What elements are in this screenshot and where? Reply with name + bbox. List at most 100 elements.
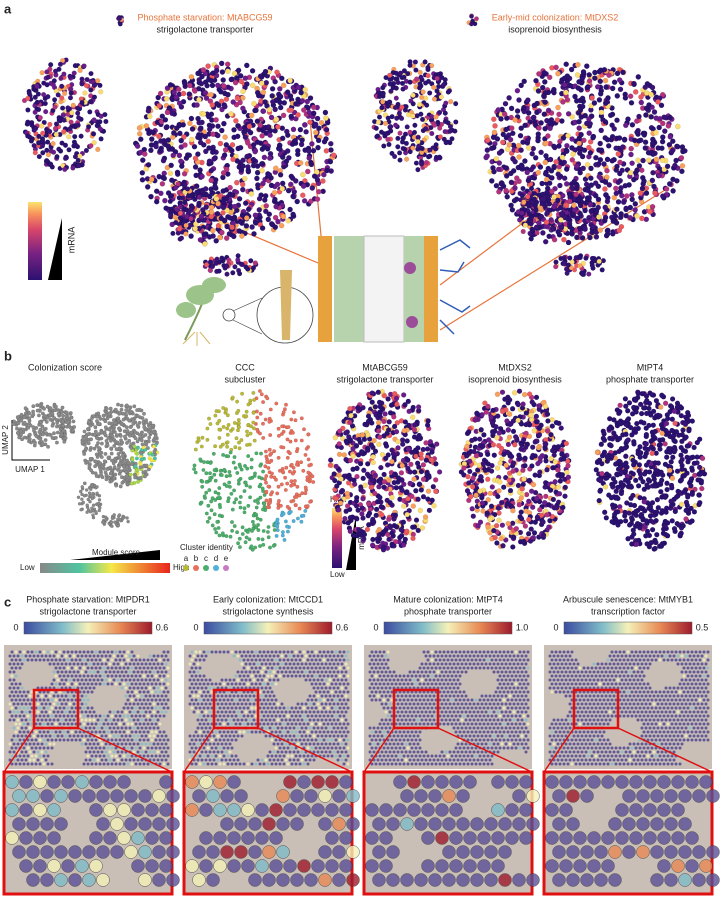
cell-dot [268,448,272,452]
cell-dot [581,166,586,171]
cell-dot [270,222,275,227]
cell-dot [226,413,230,417]
cell-dot [427,508,432,513]
cell-dot [311,111,316,116]
cell-dot [416,405,421,410]
cell-dot [62,91,67,96]
cell-dot [254,513,258,517]
cell-dot [249,432,253,436]
cell-dot [239,506,243,510]
cell-dot [275,402,279,406]
cell-dot [184,156,189,161]
cell-dot [340,488,345,493]
cell-dot [59,76,64,81]
cell-dot [245,410,249,414]
cell-dot [603,215,608,220]
cell-dot [248,496,252,500]
cell-dot [328,141,333,146]
cell-dot [226,455,230,459]
cell-dot [84,435,88,439]
cell-dot [251,101,256,106]
cell-dot [207,159,212,164]
cell-dot [283,476,287,480]
cell-dot [17,422,21,426]
cell-dot [237,479,241,483]
cell-dot [433,461,438,466]
cell-dot [564,143,569,148]
cell-dot [643,140,648,145]
cell-dot [292,519,296,523]
cell-dot [29,120,34,125]
cell-dot [275,219,280,224]
cell-dot [660,139,665,144]
cell-dot [293,178,298,183]
cell-dot [670,177,675,182]
cell-dot [119,450,123,454]
cell-dot [406,447,411,452]
cell-dot [307,110,312,115]
cell-dot [309,162,314,167]
cell-dot [617,228,622,233]
cell-dot [145,464,149,468]
cell-dot [604,85,609,90]
cell-dot [119,434,123,438]
cell-dot [244,223,249,228]
cell-dot [100,455,104,459]
legend-title: Cluster identity [180,543,233,552]
cell-dot [517,154,522,159]
cell-dot [35,84,40,89]
cell-dot [426,65,431,70]
cell-dot [107,456,111,460]
cell-dot [211,496,215,500]
cell-dot [248,130,253,135]
cell-dot [576,86,581,91]
cell-dot [199,214,204,219]
cell-dot [662,129,667,134]
cell-dot [365,433,370,438]
cell-dot [540,85,545,90]
cell-dot [408,63,413,68]
legend-low: Low [330,570,345,579]
cell-dot [533,203,538,208]
cell-dot [85,77,90,82]
cell-dot [358,461,363,466]
cell-dot [208,516,212,520]
cell-dot [236,471,240,475]
cell-dot [105,407,109,411]
cell-dot [198,237,203,242]
cell-dot [100,442,104,446]
cell-dot [628,205,633,210]
cell-dot [390,495,395,500]
cell-dot [567,191,572,196]
cell-dot [97,446,101,450]
cell-dot [146,108,151,113]
cell-dot [594,234,599,239]
cell-dot [360,506,365,511]
cell-dot [389,531,394,536]
cell-dot [633,201,638,206]
cell-dot [226,433,230,437]
cell-dot [194,448,198,452]
cell-dot [561,237,566,242]
cell-dot [229,535,233,539]
cell-dot [274,117,279,122]
cell-dot [295,450,299,454]
cell-dot [587,131,592,136]
cell-dot [545,133,550,138]
cell-dot [469,14,473,18]
cell-dot [121,454,125,458]
cell-dot [356,527,361,532]
cell-dot [575,72,580,77]
cell-dot [588,121,593,126]
cell-dot [614,167,619,172]
colorbar [332,508,342,568]
cell-dot [235,96,240,101]
cell-dot [182,142,187,147]
cell-dot [636,158,641,163]
cell-dot [392,424,397,429]
cell-dot [241,89,246,94]
cell-dot [539,215,544,220]
cell-dot [72,144,77,149]
cell-dot [189,208,194,213]
cell-dot [190,126,195,131]
